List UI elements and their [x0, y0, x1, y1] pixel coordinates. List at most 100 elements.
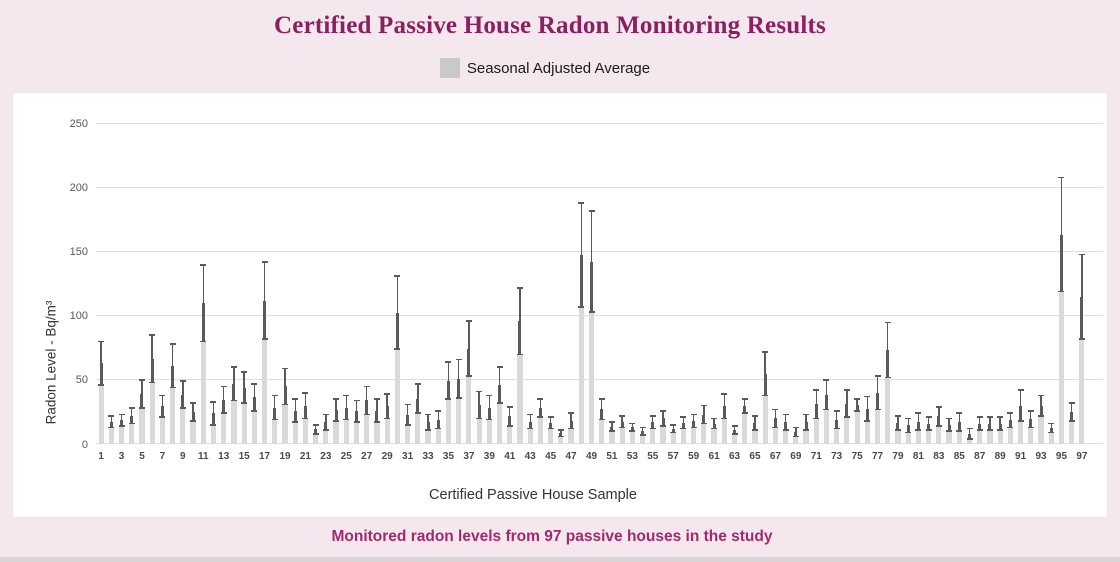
error-bar-upper-cap [833, 409, 840, 412]
error-bar-thick [610, 426, 614, 432]
bar [149, 382, 155, 444]
error-bar-upper-cap [803, 413, 810, 416]
error-bar-line [396, 276, 399, 313]
gridline-100 [96, 314, 1103, 316]
legend-swatch [439, 58, 460, 78]
x-tick-label-73: 73 [831, 451, 843, 462]
error-bar-upper-cap [251, 383, 258, 385]
bar [486, 419, 492, 444]
bar [405, 424, 411, 444]
error-bar-upper-cap [843, 389, 850, 392]
error-bar-upper-cap [935, 406, 942, 408]
error-bar-line [345, 395, 347, 408]
bar [108, 427, 114, 444]
error-bar-lower-cap [568, 427, 575, 430]
error-bar-line [754, 415, 756, 423]
error-bar-thick [477, 404, 481, 419]
error-bar-thick [120, 420, 124, 427]
x-tick-label-25: 25 [340, 451, 352, 462]
error-bar-thick [794, 431, 798, 437]
bar [425, 429, 431, 444]
x-tick-label-9: 9 [180, 451, 186, 462]
error-bar-line [784, 414, 787, 423]
bar [1048, 432, 1054, 444]
error-bar-lower-cap [1017, 420, 1024, 422]
error-bar-upper-cap [108, 415, 115, 417]
error-bar-lower-cap [741, 412, 748, 415]
error-bar-lower-cap [118, 425, 125, 427]
bar [200, 341, 206, 444]
error-bar-thick [671, 428, 675, 433]
error-bar-thick [906, 425, 910, 433]
error-bar-thick [681, 422, 685, 429]
error-bar-upper-cap [741, 398, 748, 400]
error-bar-upper-cap [241, 371, 248, 374]
error-bar-thick [1049, 428, 1053, 433]
error-bar-lower-cap [465, 375, 472, 377]
bar [527, 428, 533, 444]
error-bar-thick [109, 421, 113, 428]
error-bar-thick [181, 394, 185, 409]
bar [507, 426, 513, 444]
error-bar-upper-cap [98, 340, 105, 343]
bar [466, 376, 472, 444]
error-bar-upper-cap [1048, 422, 1055, 425]
error-bar-line [151, 335, 153, 359]
x-tick-label-1: 1 [98, 451, 104, 462]
error-bar-line [366, 386, 368, 401]
error-bar-lower-cap [261, 338, 268, 340]
error-bar-thick [385, 406, 389, 419]
error-bar-lower-cap [138, 407, 145, 409]
error-bar-line [182, 381, 184, 395]
error-bar-line [764, 351, 766, 374]
x-tick-label-85: 85 [953, 451, 965, 462]
error-bar-line [406, 404, 409, 415]
error-bar-lower-cap [1027, 426, 1034, 429]
error-bar-lower-cap [486, 418, 493, 421]
bar [609, 431, 615, 444]
error-bar-lower-cap [935, 425, 942, 427]
error-bar-upper-cap [792, 426, 799, 429]
error-bar-line [1070, 403, 1073, 412]
error-bar-line [887, 322, 889, 350]
error-bar-lower-cap [946, 430, 953, 432]
x-tick-label-41: 41 [504, 451, 516, 462]
error-bar-upper-cap [312, 424, 319, 426]
bar [1028, 427, 1034, 444]
x-tick-label-65: 65 [749, 451, 761, 462]
bar [885, 377, 891, 444]
bar [599, 419, 605, 444]
error-bar-thick [487, 407, 491, 420]
bar [323, 429, 329, 444]
error-bar-line [529, 414, 531, 422]
error-bar-lower-cap [425, 429, 432, 431]
error-bar-upper-cap [1007, 412, 1014, 415]
bar [231, 400, 237, 444]
error-bar-thick [406, 414, 410, 425]
bar [98, 385, 104, 444]
error-bar-lower-cap [1068, 420, 1075, 422]
error-bar-upper-cap [302, 391, 309, 394]
error-bar-upper-cap [1058, 176, 1065, 179]
error-bar-thick [538, 408, 542, 418]
bar [343, 419, 349, 444]
error-bar-line [621, 415, 623, 422]
error-bar-upper-cap [149, 334, 156, 336]
error-bar-thick [293, 410, 297, 423]
error-bar-line [223, 386, 225, 400]
bar [639, 435, 646, 444]
bar [261, 338, 268, 444]
gridline-200 [96, 186, 1103, 188]
error-bar-line [457, 359, 460, 379]
error-bar-upper-cap [588, 210, 595, 212]
bar [180, 408, 186, 444]
error-bar-lower-cap [639, 434, 646, 436]
error-bar-line [835, 410, 838, 420]
bar [129, 423, 135, 444]
error-bar-lower-cap [435, 427, 442, 430]
error-bar-lower-cap [271, 418, 278, 421]
error-bar-line [876, 376, 879, 393]
x-tick-label-17: 17 [259, 451, 271, 462]
error-bar-thick [334, 410, 338, 421]
y-tick-label-100: 100 [69, 310, 88, 323]
